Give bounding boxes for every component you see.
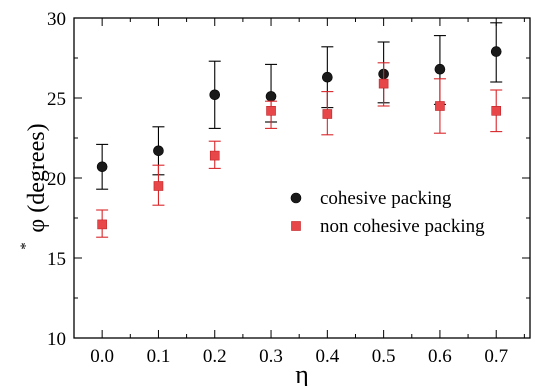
data-point: [435, 101, 445, 111]
data-point: [209, 150, 220, 161]
data-point: [490, 46, 502, 57]
legend: cohesive packing non cohesive packing: [290, 188, 485, 237]
x-tick-label: 0.0: [90, 346, 114, 367]
series-layer: [96, 22, 503, 238]
legend-label: cohesive packing: [320, 188, 452, 209]
y-tick-label: 25: [47, 89, 66, 110]
axis-ticks: 0.0 0.1 0.2 0.3 0.4 0.5 0.6 0.7 10 15 20 25 30: [47, 9, 530, 367]
y-tick-label: 10: [47, 329, 66, 350]
data-point: [153, 145, 164, 157]
x-axis-label: η: [295, 360, 309, 386]
data-point: [322, 71, 333, 83]
data-point: [378, 78, 389, 89]
x-tick-label: 0.4: [315, 346, 339, 367]
y-tick-label: 30: [47, 9, 66, 30]
data-point: [322, 109, 333, 119]
y-tick-label: 15: [47, 249, 66, 270]
legend-marker: [291, 221, 301, 231]
x-tick-label: 0.2: [203, 346, 227, 367]
data-point: [266, 106, 276, 116]
x-tick-label: 0.6: [428, 346, 452, 367]
series-non-cohesive-packing: [96, 62, 503, 238]
data-point: [209, 89, 221, 101]
data-point: [96, 161, 108, 173]
y-axis-label: φ (degrees): [24, 123, 50, 232]
data-point: [153, 181, 164, 191]
y-tick-label: 20: [47, 169, 66, 190]
legend-label: non cohesive packing: [320, 216, 485, 237]
data-point: [97, 219, 107, 230]
legend-marker: [290, 192, 302, 204]
x-tick-label: 0.3: [259, 346, 283, 367]
plot-area-frame: [73, 17, 531, 339]
data-point: [434, 63, 446, 75]
x-tick-label: 0.1: [147, 346, 171, 367]
y-axis-label-group: φ (degrees) *: [18, 123, 50, 249]
x-tick-label: 0.5: [372, 346, 396, 367]
data-point: [265, 91, 277, 102]
data-point: [491, 106, 502, 116]
y-axis-label-superscript: *: [18, 242, 34, 250]
x-tick-label: 0.7: [484, 346, 508, 367]
